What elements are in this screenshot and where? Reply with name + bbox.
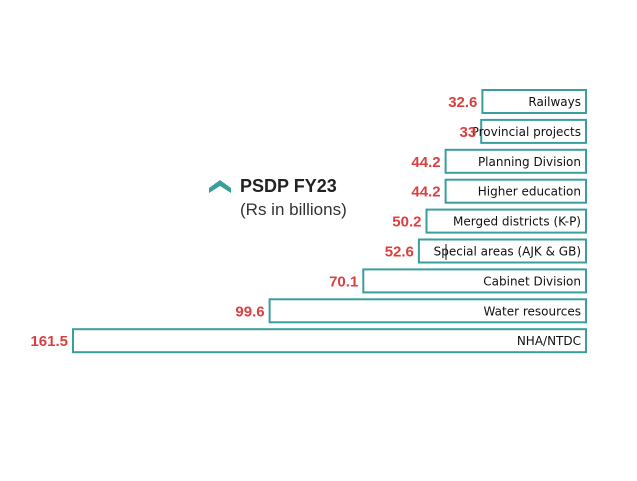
bar-value-label: 70.1	[329, 273, 358, 290]
bar-value-label: 161.5	[30, 333, 68, 350]
bar-category-label: Special areas (AJK & GB)	[434, 245, 581, 259]
bar-category-label: Railways	[528, 95, 581, 109]
bar	[444, 178, 587, 204]
bar-value-label: 52.6	[385, 244, 414, 261]
bar	[72, 328, 587, 354]
bar-value-label: 50.2	[392, 214, 421, 231]
chart-subtitle: (Rs in billions)	[240, 200, 347, 219]
bar-category-label: Water resources	[484, 304, 581, 318]
chart-title: PSDP FY23	[240, 176, 337, 196]
chart-title-group: PSDP FY23 (Rs in billions)	[209, 176, 347, 219]
bar-category-label: NHA/NTDC	[517, 334, 581, 348]
bar-value-label: 99.6	[235, 303, 264, 320]
bar-value-label: 33	[460, 124, 477, 141]
bar	[480, 118, 588, 144]
bar-category-label: Planning Division	[478, 155, 581, 169]
bar	[444, 148, 587, 174]
bar	[268, 298, 587, 324]
bar	[481, 89, 587, 114]
bar-category-label: Merged districts (K-P)	[453, 215, 581, 229]
bars-group: Railways 32.6 Provincial projects33Plannin…	[30, 89, 588, 354]
bar-category-label: Higher education	[478, 185, 581, 199]
bar	[362, 268, 587, 294]
bar-value-label: 44.2	[411, 154, 440, 171]
bar	[417, 238, 587, 264]
chevron-up-icon	[209, 180, 231, 193]
bar-category-label: Cabinet Division	[483, 274, 581, 288]
bar-value-label: 32.6	[448, 94, 477, 111]
bar-value-label: 44.2	[411, 184, 440, 201]
bar-category-label: Provincial projects	[472, 125, 581, 139]
bar	[425, 208, 587, 234]
